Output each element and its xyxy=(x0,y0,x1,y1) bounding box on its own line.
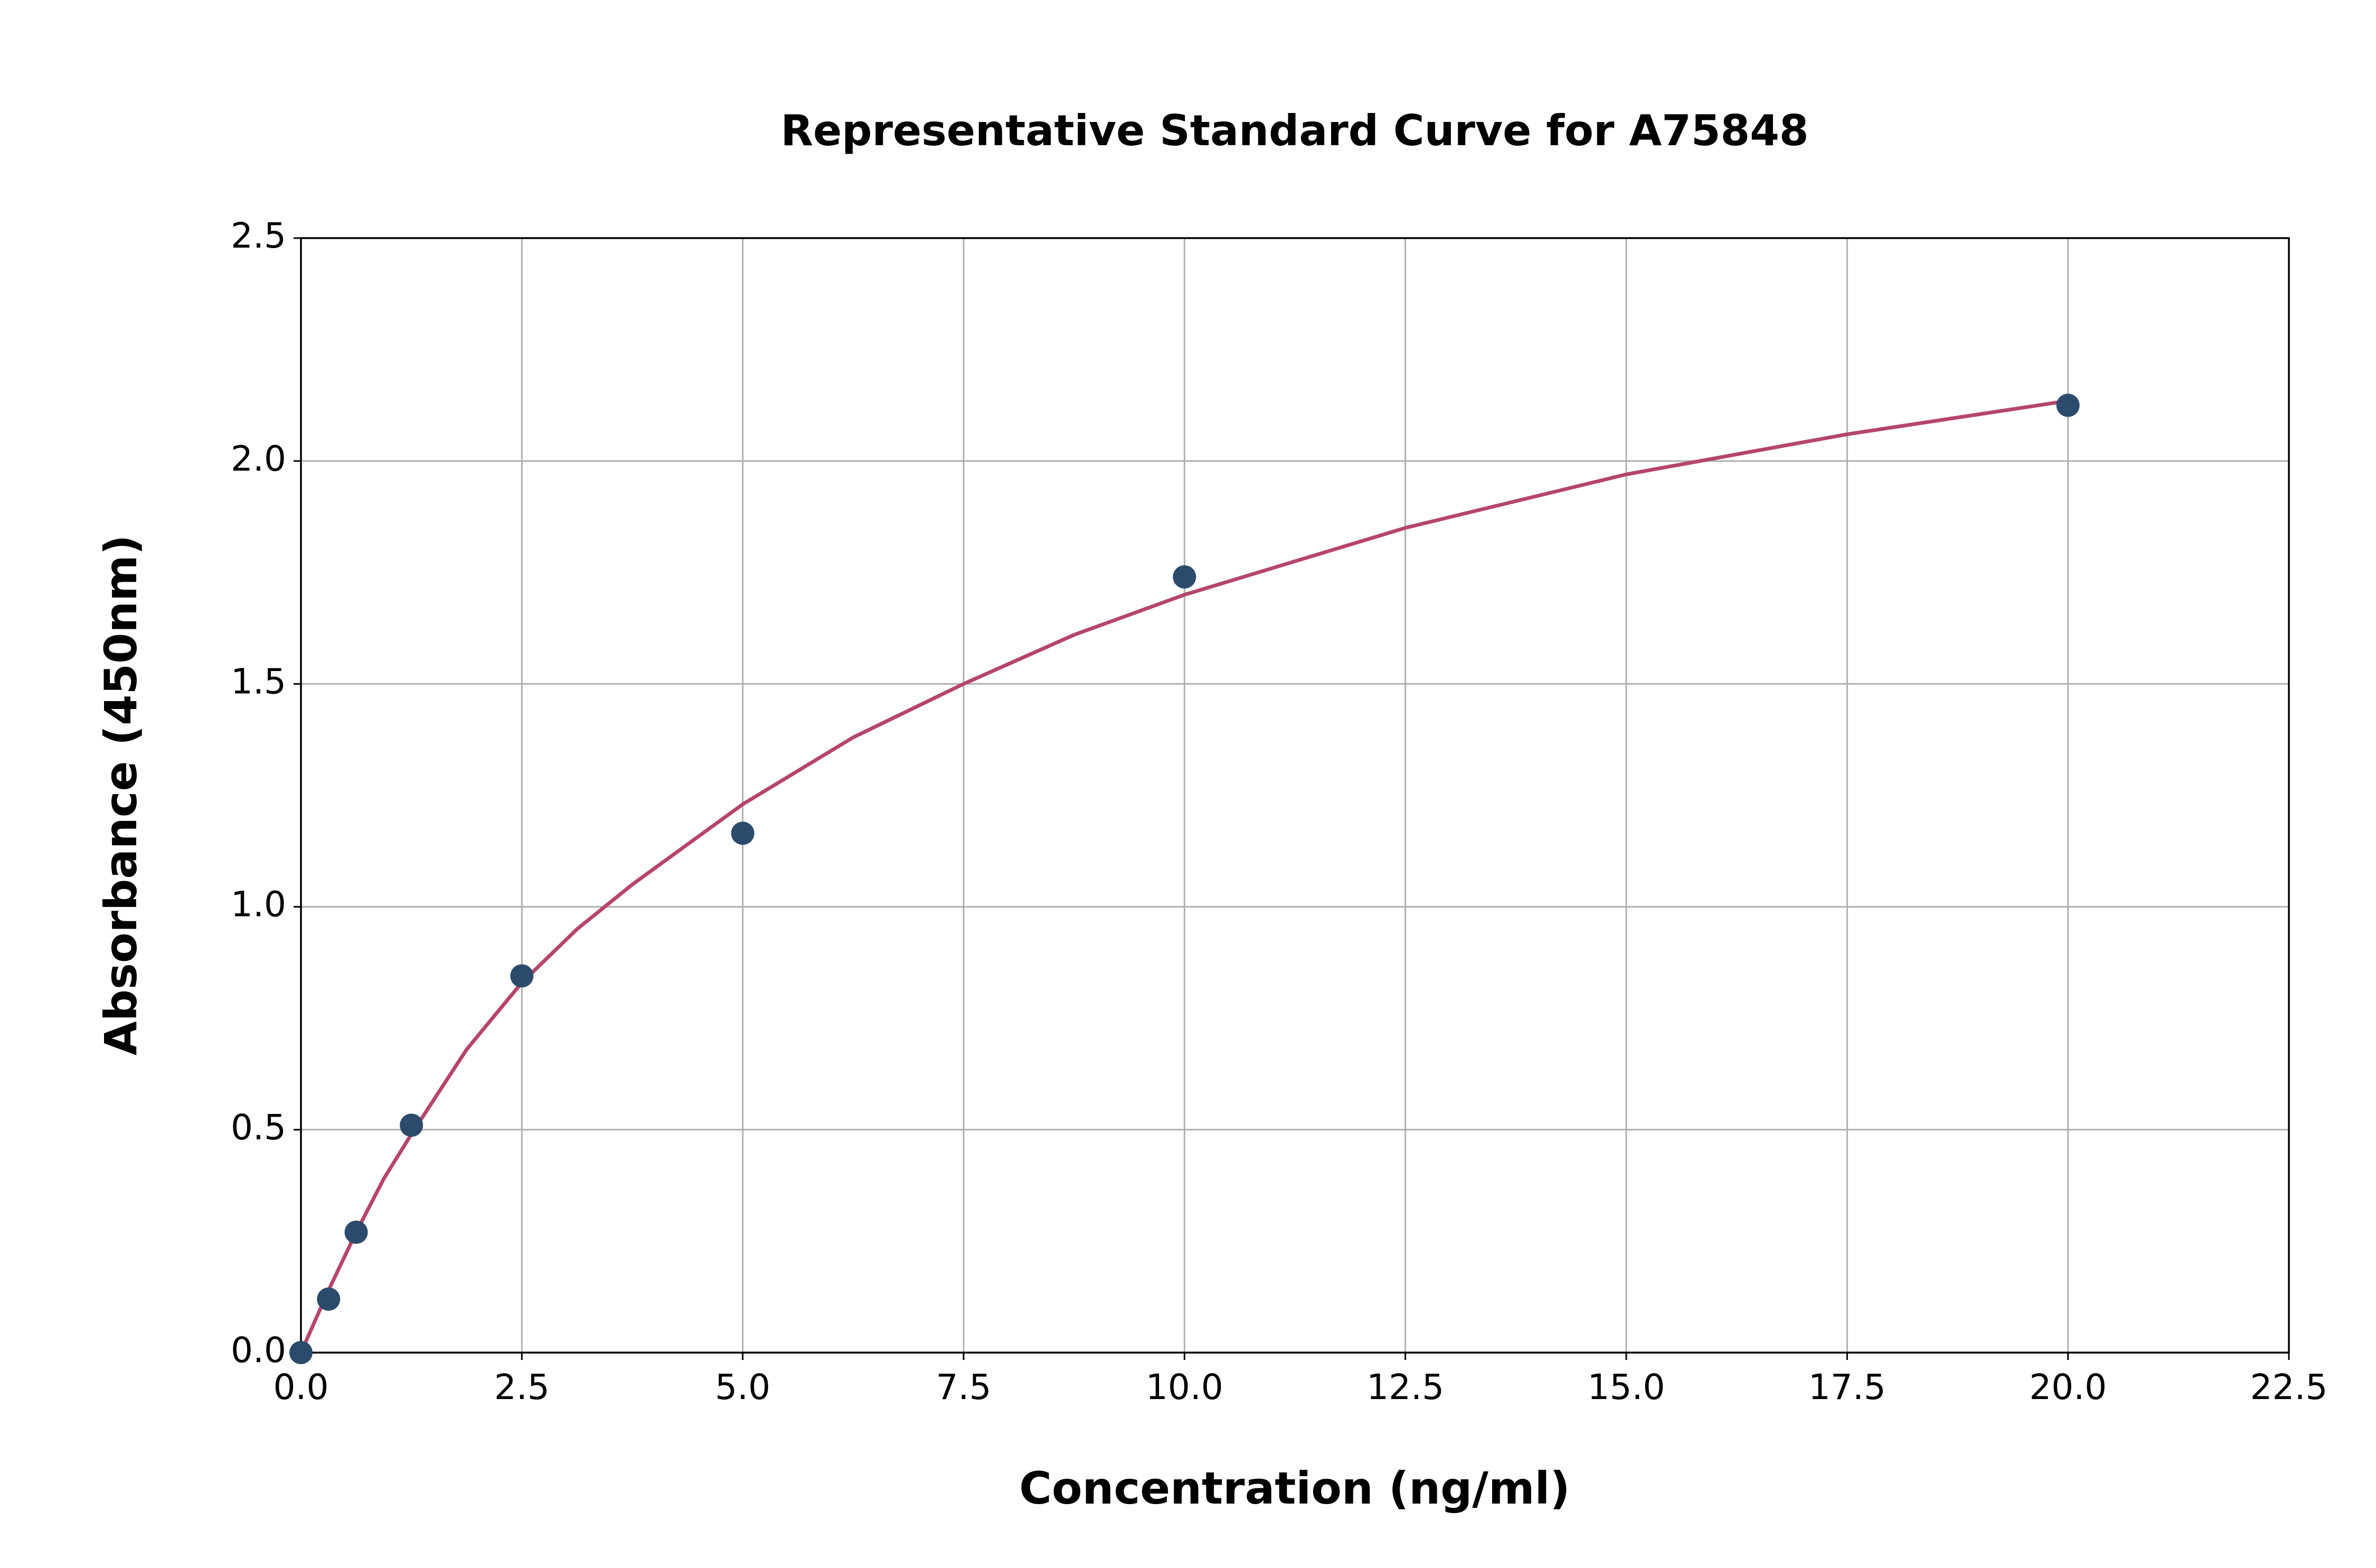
x-tick-label: 7.5 xyxy=(936,1367,992,1408)
y-tick-label: 1.5 xyxy=(231,661,286,702)
fit-curve xyxy=(299,399,2069,1354)
y-tick-label: 1.0 xyxy=(231,884,286,925)
x-tick-label: 15.0 xyxy=(1588,1367,1665,1408)
x-axis-label: Concentration (ng/ml) xyxy=(1019,1462,1570,1514)
data-point xyxy=(510,964,534,988)
data-point xyxy=(289,1341,313,1364)
x-tick-label: 17.5 xyxy=(1808,1367,1886,1408)
chart-title: Representative Standard Curve for A75848 xyxy=(780,106,1808,155)
data-point xyxy=(731,821,755,845)
x-tick-label: 2.5 xyxy=(494,1367,550,1408)
y-tick-label: 2.0 xyxy=(231,438,286,479)
data-point xyxy=(317,1287,341,1311)
data-point xyxy=(2056,393,2080,417)
data-point xyxy=(1173,565,1196,589)
x-tick-label: 5.0 xyxy=(715,1367,770,1408)
x-tick-label: 22.5 xyxy=(2250,1367,2328,1408)
x-tick-label: 10.0 xyxy=(1146,1367,1223,1408)
y-tick-label: 2.5 xyxy=(231,215,286,256)
x-tick-label: 12.5 xyxy=(1366,1367,1444,1408)
y-tick-label: 0.0 xyxy=(231,1330,286,1371)
plot-frame xyxy=(300,237,2290,1354)
y-axis-label: Absorbance (450nm) xyxy=(95,535,147,1055)
x-tick-label: 0.0 xyxy=(274,1367,329,1408)
data-point xyxy=(344,1221,368,1244)
data-point xyxy=(400,1113,423,1137)
y-tick-label: 0.5 xyxy=(231,1107,286,1148)
x-tick-label: 20.0 xyxy=(2029,1367,2107,1408)
